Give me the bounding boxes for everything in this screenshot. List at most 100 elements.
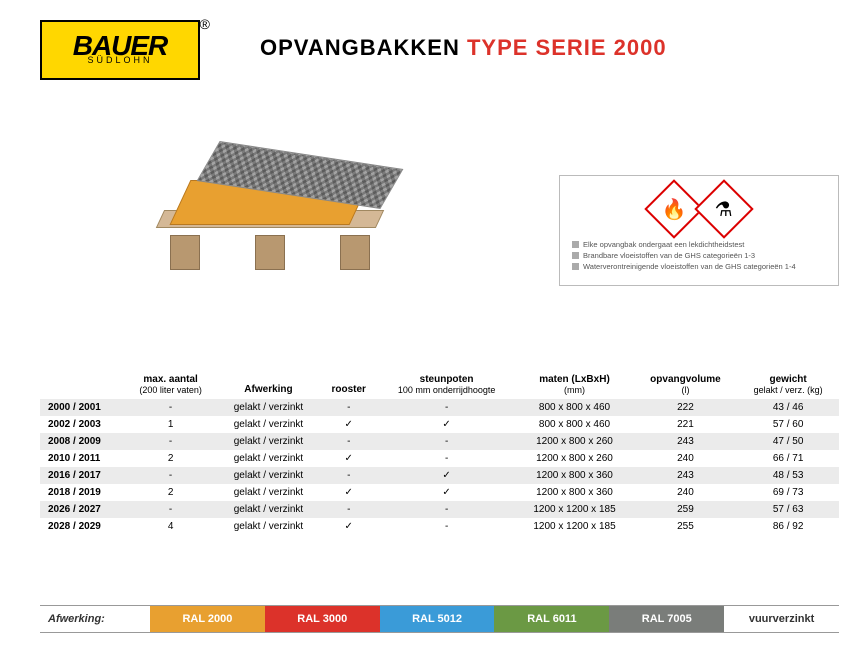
- finish-swatch: RAL 6011: [494, 606, 609, 632]
- finish-swatch: RAL 3000: [265, 606, 380, 632]
- table-cell: gelakt / verzinkt: [217, 467, 319, 484]
- table-cell: 240: [634, 484, 738, 501]
- table-cell: -: [124, 433, 218, 450]
- finish-label: Afwerking:: [40, 606, 150, 632]
- info-lines: Elke opvangbak ondergaat een lekdichthei…: [572, 240, 826, 271]
- table-cell: 2028 / 2029: [40, 518, 124, 535]
- table-cell: 4: [124, 518, 218, 535]
- finish-legend: Afwerking: RAL 2000RAL 3000RAL 5012RAL 6…: [40, 605, 839, 633]
- table-cell: 1200 x 1200 x 185: [515, 501, 633, 518]
- table-cell: gelakt / verzinkt: [217, 501, 319, 518]
- table-cell: 243: [634, 433, 738, 450]
- table-cell: -: [124, 399, 218, 416]
- table-cell: 259: [634, 501, 738, 518]
- table-cell: gelakt / verzinkt: [217, 433, 319, 450]
- table-cell: ✓: [378, 416, 515, 433]
- table-cell: -: [320, 399, 378, 416]
- table-cell: 2026 / 2027: [40, 501, 124, 518]
- table-cell: -: [378, 450, 515, 467]
- table-cell: gelakt / verzinkt: [217, 399, 319, 416]
- table-header: max. aantal(200 liter vaten): [124, 370, 218, 399]
- bullet-icon: [572, 252, 579, 259]
- finish-swatch: RAL 2000: [150, 606, 265, 632]
- table-header: Afwerking: [217, 370, 319, 399]
- info-line: Elke opvangbak ondergaat een lekdichthei…: [572, 240, 826, 249]
- table-header: maten (LxBxH)(mm): [515, 370, 633, 399]
- title-part1: OPVANGBAKKEN: [260, 35, 460, 60]
- table-cell: 2008 / 2009: [40, 433, 124, 450]
- table-cell: 2016 / 2017: [40, 467, 124, 484]
- table-cell: 800 x 800 x 460: [515, 399, 633, 416]
- table-cell: gelakt / verzinkt: [217, 416, 319, 433]
- finish-swatch: RAL 5012: [380, 606, 495, 632]
- table-row: 2000 / 2001-gelakt / verzinkt--800 x 800…: [40, 399, 839, 416]
- bullet-icon: [572, 241, 579, 248]
- table-row: 2002 / 20031gelakt / verzinkt✓✓800 x 800…: [40, 416, 839, 433]
- table-cell: 57 / 60: [737, 416, 839, 433]
- table-cell: 69 / 73: [737, 484, 839, 501]
- table-cell: -: [378, 433, 515, 450]
- table-header: [40, 370, 124, 399]
- table-row: 2010 / 20112gelakt / verzinkt✓-1200 x 80…: [40, 450, 839, 467]
- info-text: Waterverontreinigende vloeistoffen van d…: [583, 262, 796, 271]
- logo-brand: BAUER: [73, 35, 168, 57]
- finish-swatch: vuurverzinkt: [724, 606, 839, 632]
- pollution-icon: ⚗: [694, 179, 753, 238]
- table-cell: 2: [124, 484, 218, 501]
- table-cell: ✓: [320, 484, 378, 501]
- title-part2: TYPE SERIE 2000: [467, 35, 667, 60]
- table-cell: ✓: [320, 416, 378, 433]
- table-row: 2008 / 2009-gelakt / verzinkt--1200 x 80…: [40, 433, 839, 450]
- table-cell: 1: [124, 416, 218, 433]
- table-cell: -: [124, 467, 218, 484]
- table-cell: 240: [634, 450, 738, 467]
- table-row: 2026 / 2027-gelakt / verzinkt--1200 x 12…: [40, 501, 839, 518]
- table-cell: 2010 / 2011: [40, 450, 124, 467]
- hazard-icons: 🔥 ⚗: [572, 188, 826, 230]
- table-cell: gelakt / verzinkt: [217, 518, 319, 535]
- table-cell: gelakt / verzinkt: [217, 484, 319, 501]
- info-line: Brandbare vloeistoffen van de GHS catego…: [572, 251, 826, 260]
- table-cell: ✓: [320, 518, 378, 535]
- table-cell: -: [320, 501, 378, 518]
- table-cell: 221: [634, 416, 738, 433]
- table-cell: 2018 / 2019: [40, 484, 124, 501]
- table-cell: 1200 x 800 x 260: [515, 433, 633, 450]
- table-cell: gelakt / verzinkt: [217, 450, 319, 467]
- info-box: 🔥 ⚗ Elke opvangbak ondergaat een lekdich…: [559, 175, 839, 286]
- tray-illustration: [180, 155, 390, 225]
- finish-swatch: RAL 7005: [609, 606, 724, 632]
- table-cell: -: [124, 501, 218, 518]
- table-cell: 1200 x 800 x 260: [515, 450, 633, 467]
- bullet-icon: [572, 263, 579, 270]
- page-title: OPVANGBAKKEN TYPE SERIE 2000: [260, 35, 667, 61]
- table-header: gewichtgelakt / verz. (kg): [737, 370, 839, 399]
- brand-logo: ® BAUER SÜDLOHN: [40, 20, 200, 80]
- table-cell: 2: [124, 450, 218, 467]
- info-text: Elke opvangbak ondergaat een lekdichthei…: [583, 240, 744, 249]
- info-text: Brandbare vloeistoffen van de GHS catego…: [583, 251, 755, 260]
- table-row: 2018 / 20192gelakt / verzinkt✓✓1200 x 80…: [40, 484, 839, 501]
- table-cell: -: [378, 501, 515, 518]
- table-cell: 43 / 46: [737, 399, 839, 416]
- table-row: 2028 / 20294gelakt / verzinkt✓-1200 x 12…: [40, 518, 839, 535]
- table-cell: 2000 / 2001: [40, 399, 124, 416]
- table-cell: 57 / 63: [737, 501, 839, 518]
- table-cell: 86 / 92: [737, 518, 839, 535]
- table-cell: 1200 x 1200 x 185: [515, 518, 633, 535]
- table-row: 2016 / 2017-gelakt / verzinkt-✓1200 x 80…: [40, 467, 839, 484]
- table-cell: 1200 x 800 x 360: [515, 484, 633, 501]
- logo-sub: SÜDLOHN: [87, 55, 152, 65]
- registered-mark: ®: [200, 16, 210, 32]
- table-cell: 66 / 71: [737, 450, 839, 467]
- table-cell: 243: [634, 467, 738, 484]
- table-header: rooster: [320, 370, 378, 399]
- table-cell: 48 / 53: [737, 467, 839, 484]
- table-cell: 800 x 800 x 460: [515, 416, 633, 433]
- product-image: [150, 140, 410, 280]
- spec-table: max. aantal(200 liter vaten)Afwerkingroo…: [40, 370, 839, 535]
- table-cell: 222: [634, 399, 738, 416]
- table-cell: -: [320, 467, 378, 484]
- info-line: Waterverontreinigende vloeistoffen van d…: [572, 262, 826, 271]
- table-cell: 255: [634, 518, 738, 535]
